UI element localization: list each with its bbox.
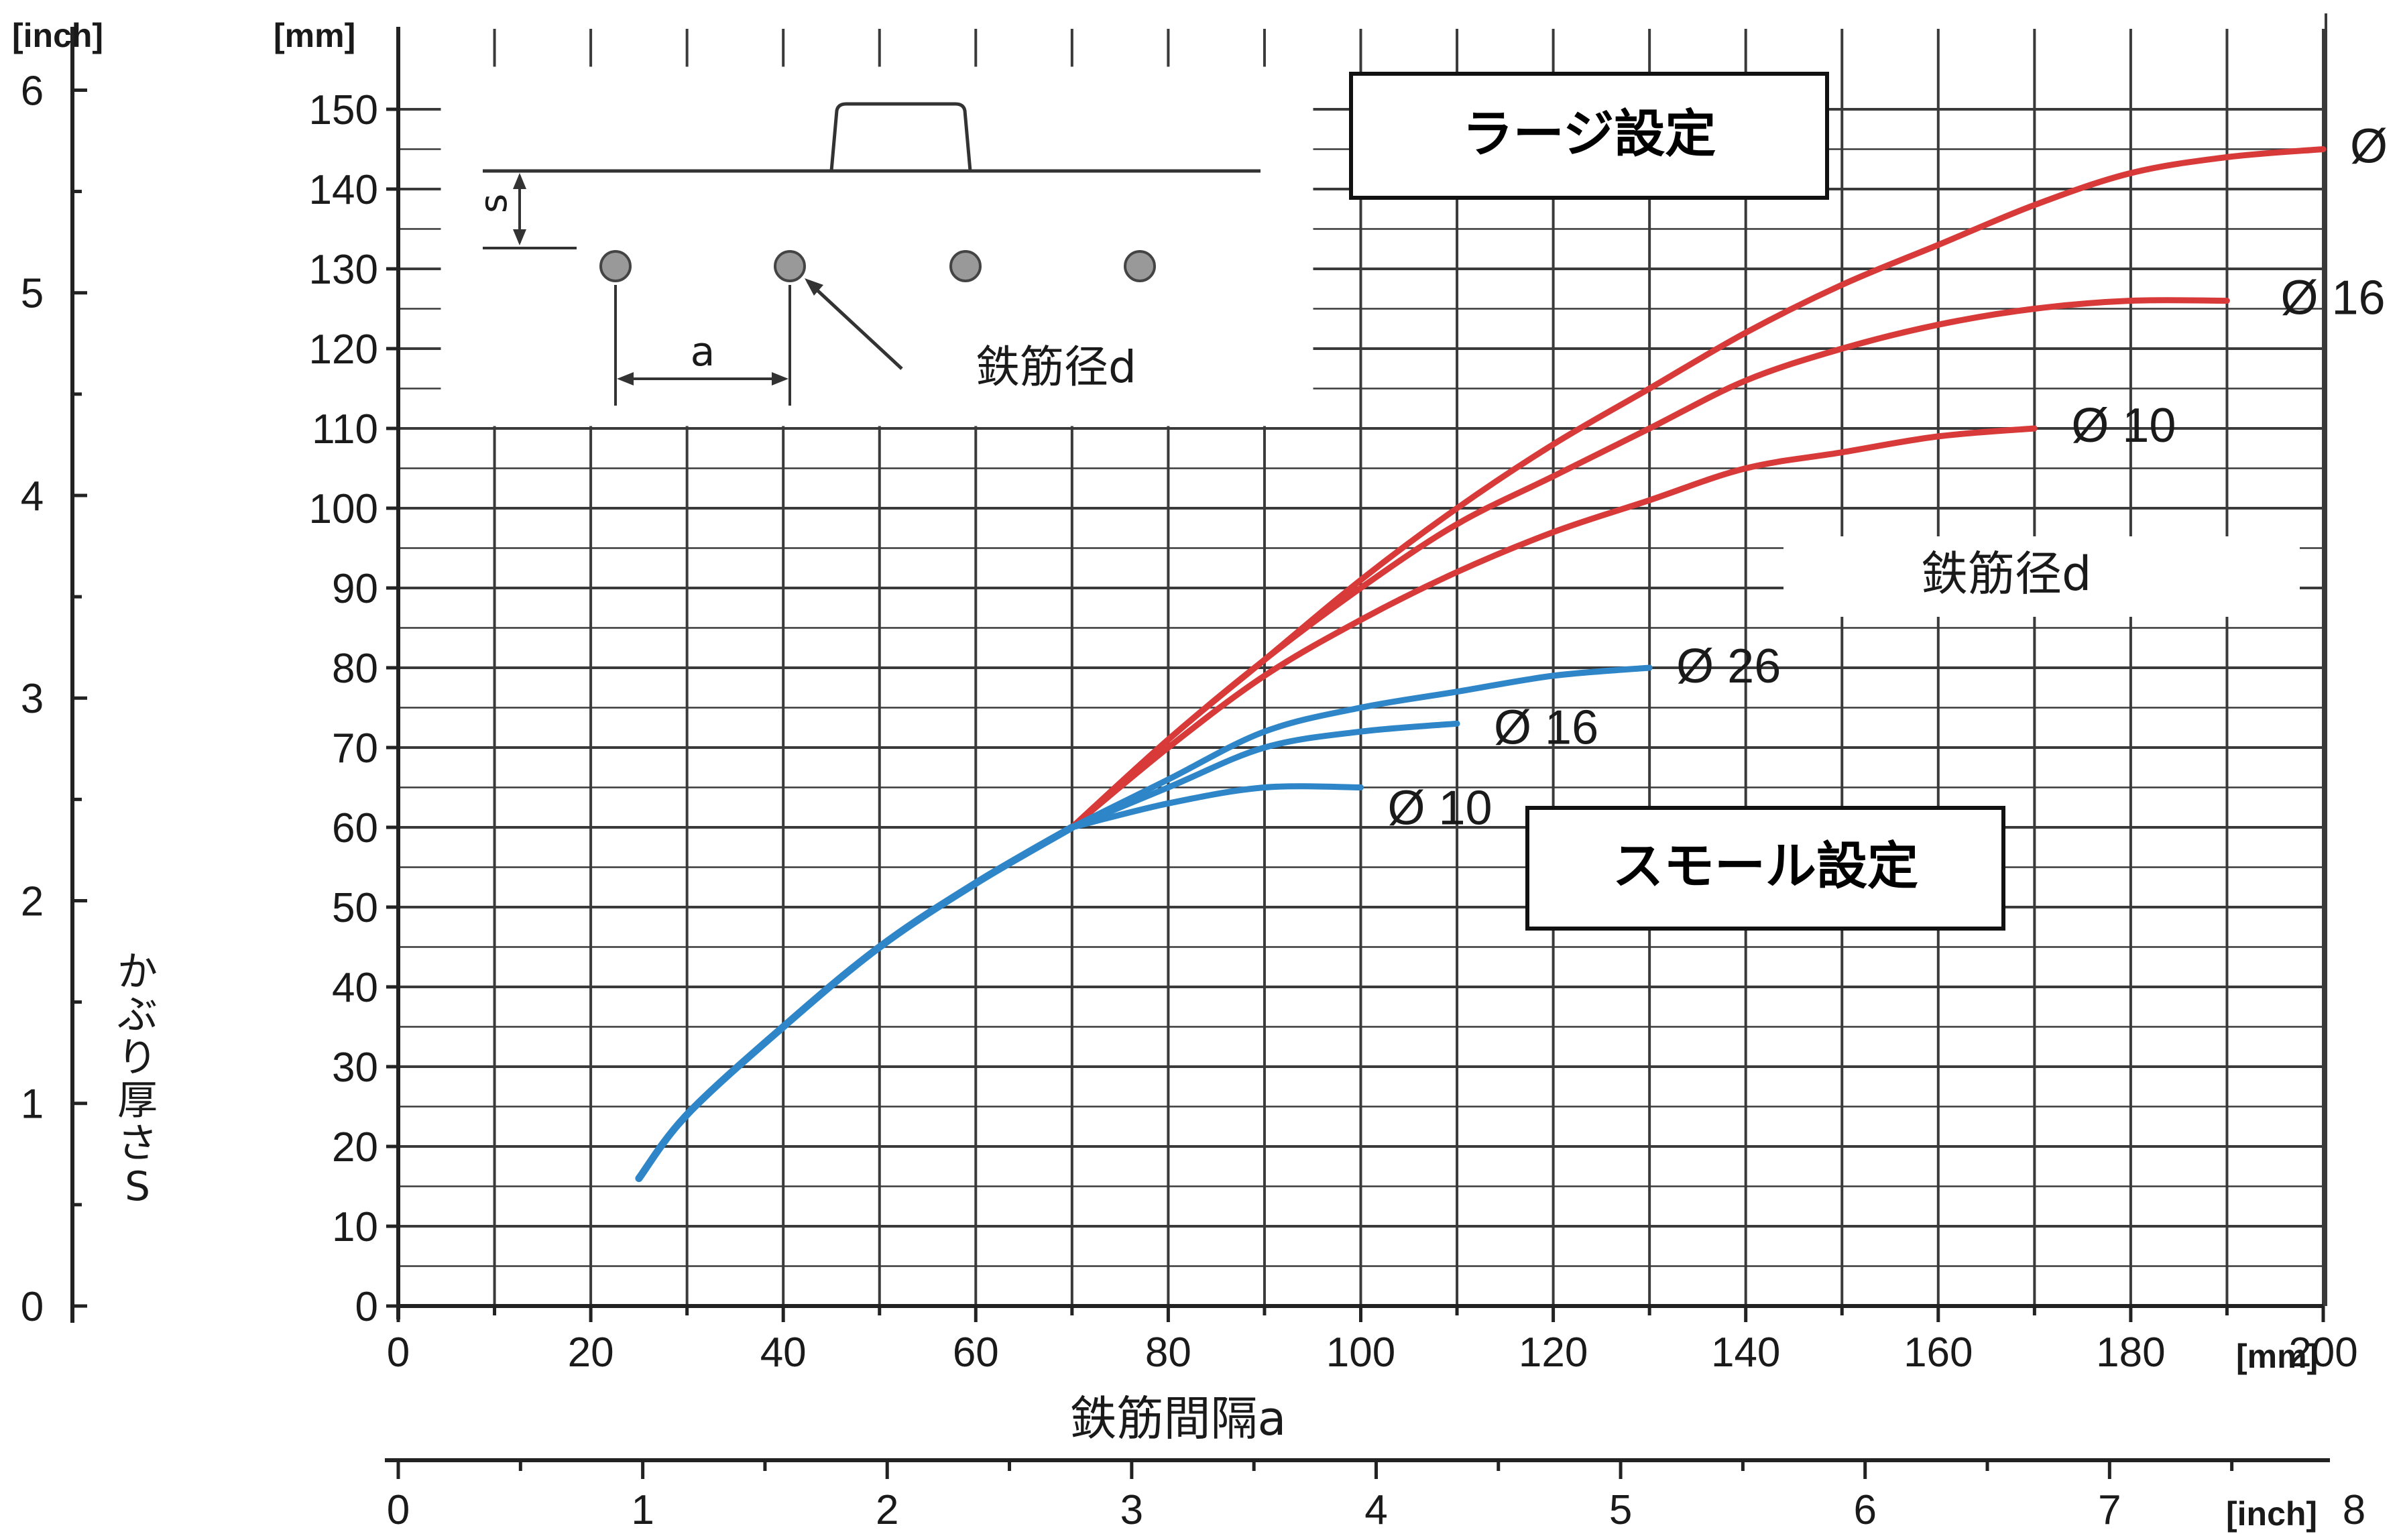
y-axis-title-char: S bbox=[125, 1163, 150, 1210]
series-label-large-d10: Ø 10 bbox=[2071, 399, 2176, 453]
right-label-background bbox=[1783, 536, 2300, 617]
x-tick-label: 100 bbox=[1326, 1329, 1395, 1376]
x-tick-label: 40 bbox=[760, 1329, 807, 1376]
y-tick-label: 90 bbox=[332, 566, 378, 612]
y-axis-title-char: か bbox=[117, 949, 158, 996]
d-pointer-arrow-head bbox=[805, 278, 823, 296]
a-arrow-head-left bbox=[617, 372, 634, 386]
x-tick-label: 160 bbox=[1904, 1329, 1973, 1376]
x-tick-label: 180 bbox=[2096, 1329, 2165, 1376]
x-inch-tick-label: 8 bbox=[2343, 1487, 2365, 1533]
y-tick-label: 30 bbox=[332, 1045, 378, 1091]
x-tick-label: 0 bbox=[387, 1329, 410, 1376]
y-axis-title-char: ぶ bbox=[117, 992, 158, 1039]
x-inch-tick-label: 6 bbox=[1853, 1487, 1876, 1533]
y-tick-label: 70 bbox=[332, 725, 378, 772]
s-arrow-head-bottom bbox=[513, 229, 526, 245]
rebar-circle-4 bbox=[1124, 250, 1156, 282]
y-axis-title-char: 厚 bbox=[117, 1077, 158, 1124]
y-axis-title-char: り bbox=[117, 1034, 158, 1081]
series-line-large-d10 bbox=[1069, 425, 2038, 831]
x-tick-label: 200 bbox=[2288, 1329, 2357, 1376]
right-d-label: 鉄筋径d bbox=[1921, 546, 2091, 601]
series-line-small-d16 bbox=[1069, 720, 1460, 831]
inset-diagram: s a 鉄筋径d bbox=[441, 66, 1313, 426]
x-tick-label: 20 bbox=[568, 1329, 614, 1376]
s-arrow-head-top bbox=[513, 173, 526, 189]
rebar-circle-2 bbox=[774, 250, 806, 282]
y-mm-unit: [mm] bbox=[274, 17, 355, 54]
x-tick-label: 140 bbox=[1711, 1329, 1780, 1376]
series-label-small-d10: Ø 10 bbox=[1388, 782, 1493, 835]
large-setting-label: ラージ設定 bbox=[1462, 104, 1716, 164]
y-tick-label: 100 bbox=[309, 486, 378, 532]
x-inch-tick-label: 5 bbox=[1609, 1487, 1632, 1533]
small-setting-box: スモール設定 bbox=[1525, 806, 2005, 931]
rebar-circle-1 bbox=[599, 250, 632, 282]
y-inch-tick-label: 2 bbox=[21, 878, 44, 925]
scanner-device-icon bbox=[829, 102, 972, 172]
x-inch-tick-label: 4 bbox=[1364, 1487, 1387, 1533]
y-inch-tick-label: 0 bbox=[21, 1284, 44, 1330]
y-axis-title-char: さ bbox=[117, 1120, 158, 1167]
series-line-small-d10 bbox=[1069, 783, 1364, 831]
series-line-small-d26 bbox=[1069, 664, 1653, 831]
y-inch-tick-label: 5 bbox=[21, 271, 44, 317]
y-tick-label: 0 bbox=[355, 1284, 378, 1330]
y-inch-unit: [inch] bbox=[12, 17, 103, 54]
axes: 0102030405060708090100110120130140150012… bbox=[21, 27, 2365, 1533]
y-tick-label: 50 bbox=[332, 885, 378, 931]
series-label-small-d16: Ø 16 bbox=[1494, 701, 1598, 754]
y-tick-label: 140 bbox=[309, 167, 378, 213]
series-label-large-d16: Ø 16 bbox=[2280, 272, 2385, 325]
y-tick-label: 80 bbox=[332, 646, 378, 692]
series-layer bbox=[635, 146, 2327, 1183]
inset-background bbox=[441, 66, 1313, 426]
series-line-small-base bbox=[635, 823, 1076, 1183]
x-tick-label: 80 bbox=[1145, 1329, 1191, 1376]
y-tick-label: 110 bbox=[312, 406, 378, 453]
x-tick-label: 120 bbox=[1519, 1329, 1588, 1376]
small-setting-label: スモール設定 bbox=[1613, 836, 1918, 896]
x-inch-tick-label: 3 bbox=[1120, 1487, 1143, 1533]
labels-layer: Ø 26Ø 16Ø 10Ø 26Ø 16Ø 10 bbox=[1388, 120, 2399, 835]
x-mm-unit: [mm] bbox=[2236, 1338, 2318, 1375]
y-inch-tick-label: 4 bbox=[21, 473, 44, 520]
x-inch-tick-label: 2 bbox=[876, 1487, 898, 1533]
series-label-large-d26: Ø 26 bbox=[2350, 120, 2399, 174]
y-tick-label: 60 bbox=[332, 805, 378, 851]
x-inch-tick-label: 7 bbox=[2098, 1487, 2121, 1533]
y-tick-label: 130 bbox=[309, 247, 378, 293]
large-setting-frame bbox=[1349, 72, 1829, 200]
x-tick-label: 60 bbox=[953, 1329, 999, 1376]
y-inch-tick-label: 3 bbox=[21, 676, 44, 722]
y-tick-label: 20 bbox=[332, 1124, 378, 1171]
x-inch-tick-label: 1 bbox=[631, 1487, 654, 1533]
inset-d-label: 鉄筋径d bbox=[976, 341, 1136, 393]
y-tick-label: 150 bbox=[309, 87, 378, 133]
inset-a-label: a bbox=[691, 329, 715, 375]
x-inch-tick-label: 0 bbox=[387, 1487, 410, 1533]
inset-s-label: s bbox=[472, 194, 516, 213]
y-tick-label: 120 bbox=[309, 327, 378, 373]
d-pointer-arrow bbox=[807, 280, 903, 370]
a-arrow-head-right bbox=[772, 372, 788, 386]
series-line-large-d16 bbox=[1069, 297, 2230, 831]
large-setting-box: ラージ設定 bbox=[1349, 72, 1829, 200]
y-inch-tick-label: 6 bbox=[21, 68, 44, 114]
y-inch-tick-label: 1 bbox=[21, 1081, 44, 1128]
series-label-small-d26: Ø 26 bbox=[1676, 640, 1781, 693]
y-tick-label: 40 bbox=[332, 965, 378, 1011]
y-tick-label: 10 bbox=[332, 1204, 378, 1250]
rebar-circle-3 bbox=[949, 250, 982, 282]
x-axis-title: 鉄筋間隔a bbox=[1070, 1391, 1287, 1446]
x-inch-unit: [inch] bbox=[2226, 1495, 2317, 1533]
small-setting-frame bbox=[1525, 806, 2005, 931]
